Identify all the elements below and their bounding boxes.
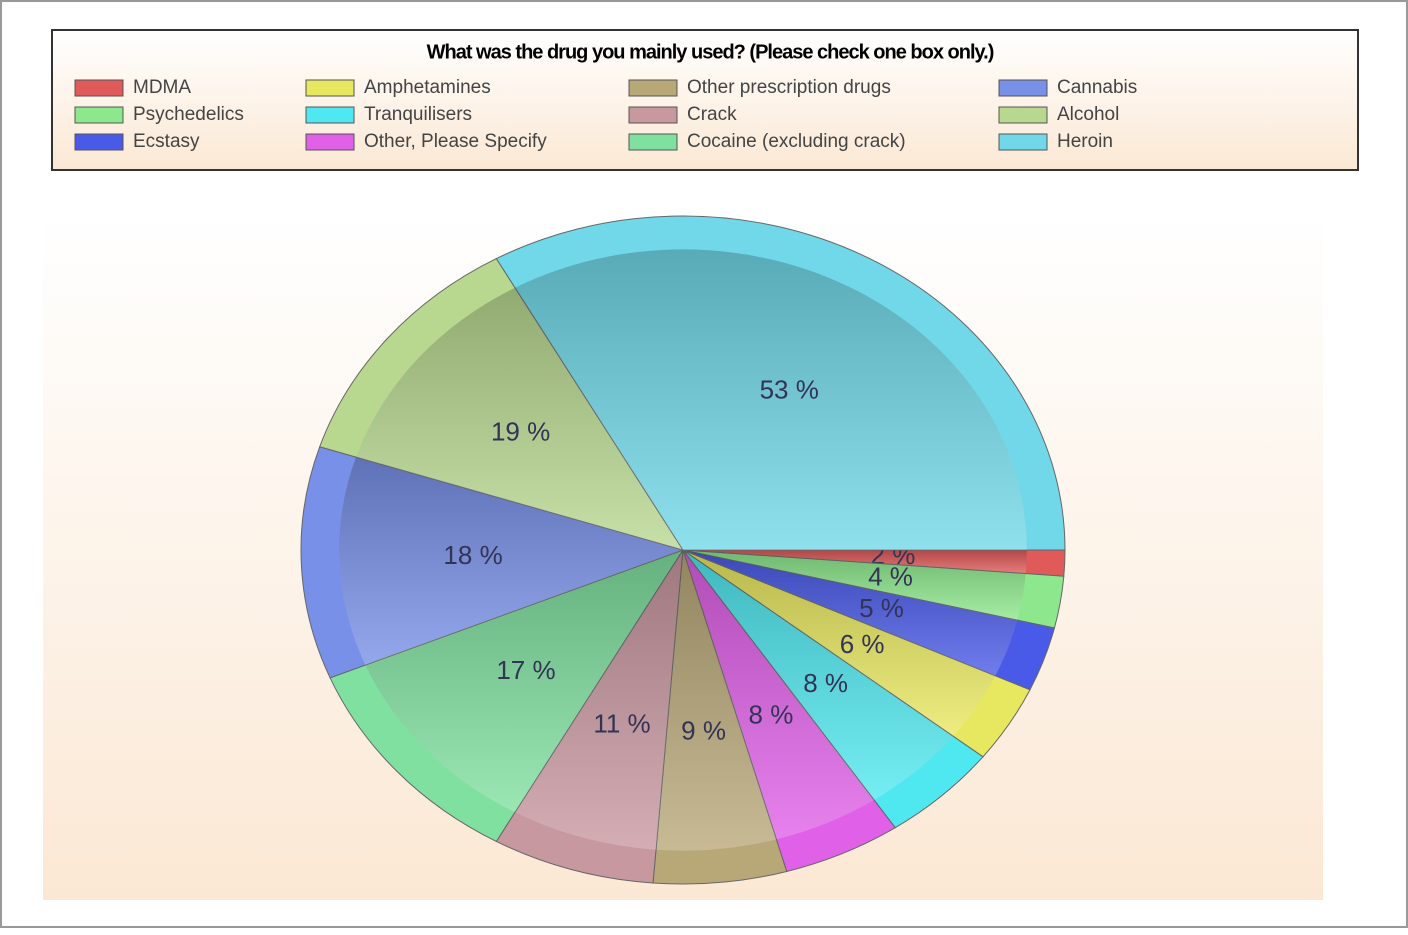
legend-label: Amphetamines (364, 77, 491, 98)
slice-shade (356, 287, 683, 550)
data-label: 17 % (496, 655, 555, 685)
legend-swatch (74, 133, 124, 151)
legend-swatch (998, 106, 1048, 124)
slice-shade (365, 550, 683, 813)
legend-swatch (305, 133, 355, 151)
legend-label: Psychedelics (133, 104, 244, 125)
slice-shade (683, 550, 953, 800)
data-label: 19 % (491, 416, 550, 446)
slice-shade (683, 550, 1018, 676)
data-label: 6 % (840, 629, 885, 659)
legend-label: Crack (687, 104, 737, 125)
slice-shade (656, 550, 777, 851)
data-label: 9 % (681, 716, 726, 746)
slice-shade (515, 550, 683, 850)
data-label: 8 % (803, 668, 848, 698)
legend-label: Ecstasy (133, 131, 200, 152)
slice-shade (339, 457, 683, 666)
data-label: 11 % (593, 709, 650, 739)
legend-label: Alcohol (1057, 104, 1119, 125)
legend-swatch (628, 106, 678, 124)
data-label: 18 % (443, 540, 502, 570)
data-label: 8 % (749, 700, 794, 730)
legend-swatch (305, 106, 355, 124)
legend-swatch (74, 106, 124, 124)
data-label: 5 % (859, 593, 904, 623)
legend-label: Other prescription drugs (687, 77, 891, 98)
legend-swatch (998, 79, 1048, 97)
legend-box (51, 29, 1359, 171)
legend-label: Heroin (1057, 131, 1113, 152)
legend-swatch (628, 133, 678, 151)
slice-shade (683, 550, 875, 840)
legend-swatch (74, 79, 124, 97)
legend-swatch (998, 133, 1048, 151)
legend-label: Other, Please Specify (364, 131, 547, 152)
data-label: 4 % (868, 562, 913, 592)
legend-label: MDMA (133, 77, 191, 98)
legend-swatch (305, 79, 355, 97)
slice-shade (515, 249, 1027, 550)
data-label: 53 % (760, 374, 819, 404)
legend-label: Cannabis (1057, 77, 1137, 98)
legend-label: Tranquilisers (364, 104, 472, 125)
chart-title: What was the drug you mainly used? (Plea… (427, 41, 994, 63)
legend-swatch (628, 79, 678, 97)
legend-label: Cocaine (excluding crack) (687, 131, 906, 152)
slice-shade (683, 550, 996, 737)
